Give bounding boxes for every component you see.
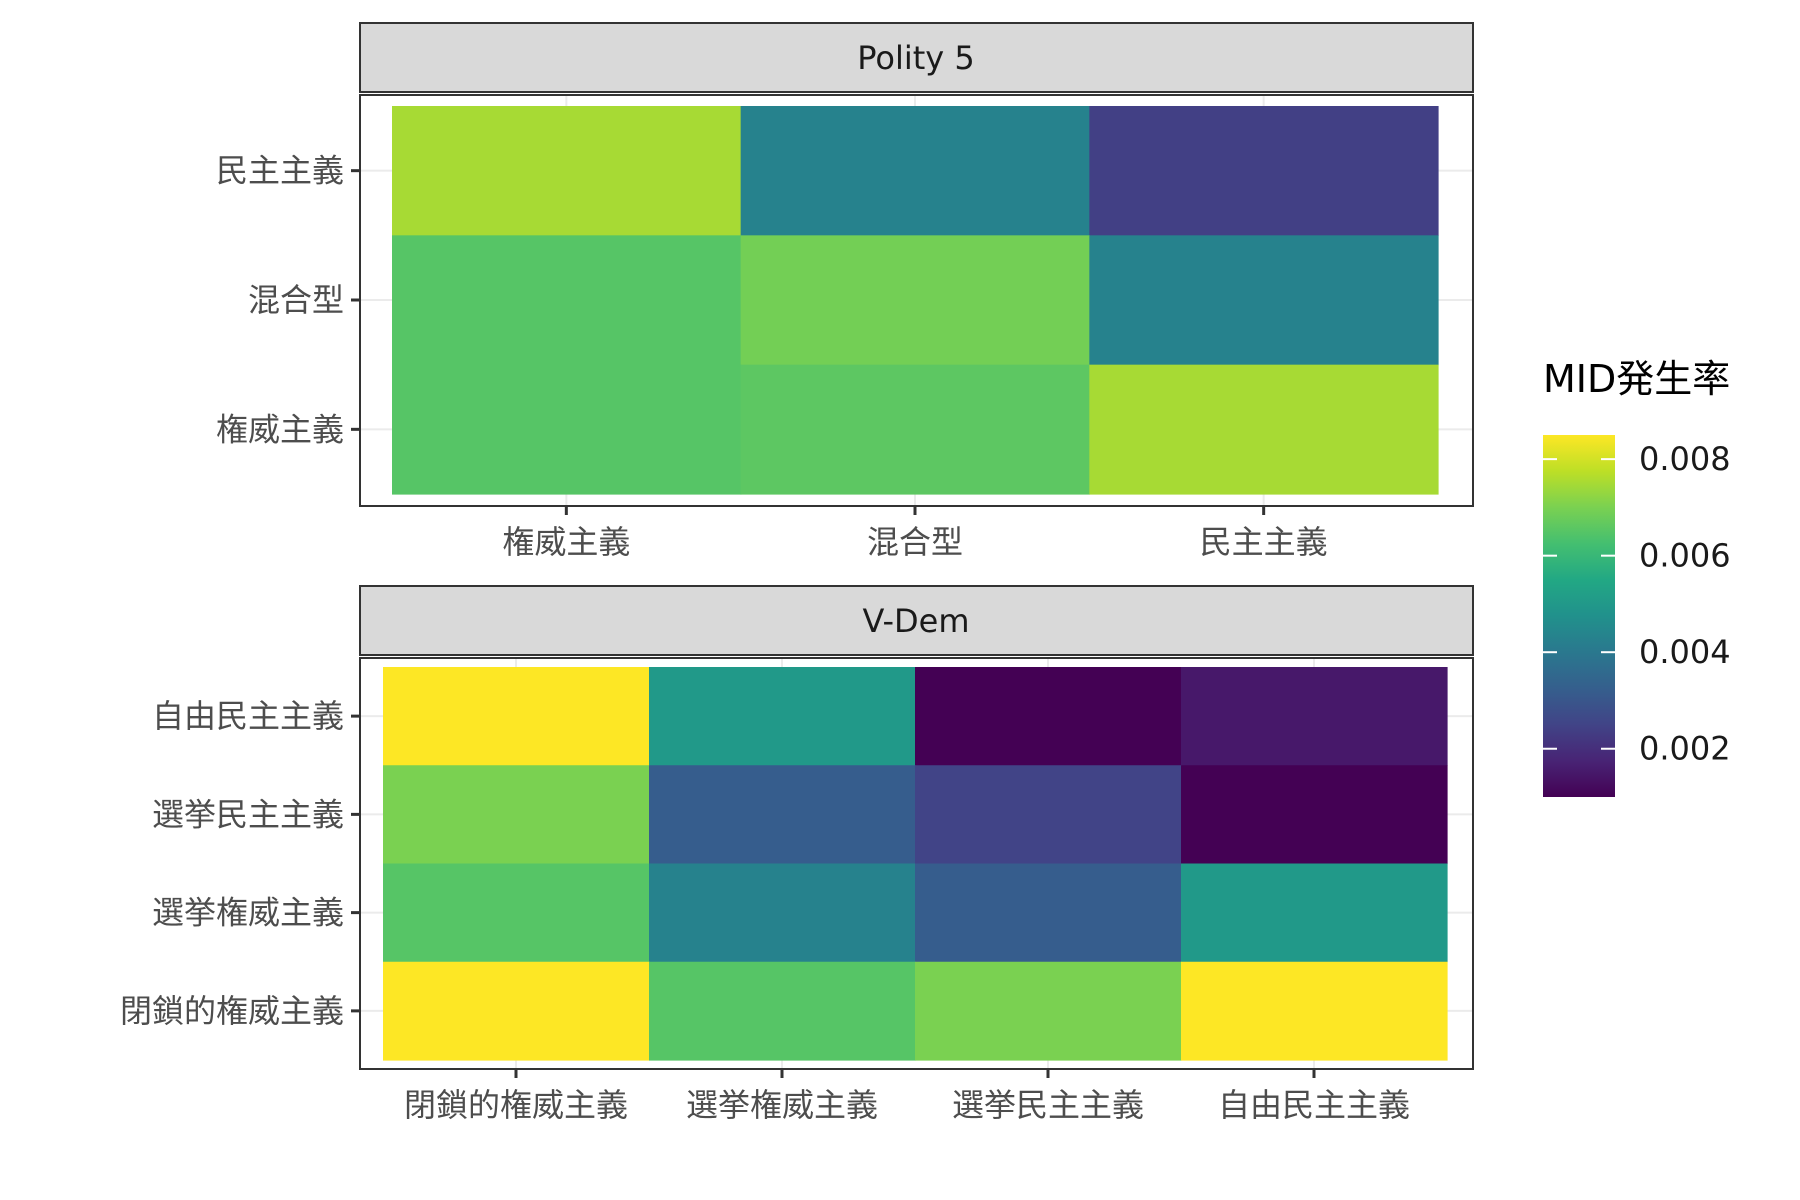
legend-tick-label: 0.004 <box>1639 633 1731 671</box>
heatmap-cell <box>915 863 1182 963</box>
y-tick-label: 選挙権威主義 <box>152 894 344 932</box>
strip-label-vdem: V-Dem <box>862 602 969 640</box>
x-tick-label: 混合型 <box>867 523 963 561</box>
legend-tick-label: 0.002 <box>1639 730 1731 768</box>
x-tick-label: 閉鎖的権威主義 <box>404 1086 628 1124</box>
legend-colorbar <box>1543 435 1615 797</box>
y-tick-label: 閉鎖的権威主義 <box>120 992 344 1030</box>
heatmap-cell <box>649 765 916 865</box>
heatmap-cell <box>1181 863 1448 963</box>
heatmap-cell <box>383 765 650 865</box>
heatmap-cell <box>1181 667 1448 766</box>
x-tick-label: 民主主義 <box>1200 523 1328 561</box>
panel-vdem: V-Dem 自由民主主義選挙民主主義選挙権威主義閉鎖的権威主義 閉鎖的権威主義選… <box>120 585 1474 1124</box>
heatmap-cell <box>740 364 1090 495</box>
y-tick-label: 民主主義 <box>216 152 344 190</box>
legend: MID発生率 0.008 0.006 0.004 0.002 <box>1543 357 1731 797</box>
legend-ticks: 0.008 0.006 0.004 0.002 <box>1543 440 1731 768</box>
strip-polity5 <box>359 22 1474 93</box>
x-tick-label: 自由民主主義 <box>1218 1086 1410 1124</box>
x-tick-label: 権威主義 <box>502 523 630 561</box>
heatmap-cell <box>915 961 1182 1061</box>
heatmap-cell <box>649 863 916 963</box>
heatmap-cell <box>1181 765 1448 865</box>
heatmap-cell <box>392 235 742 366</box>
heatmap-cell <box>383 863 650 963</box>
heatmap-cell <box>740 106 1090 236</box>
heatmap-cell <box>392 106 742 236</box>
panel-border-vdem <box>359 657 1474 1070</box>
heatmap-cell <box>383 961 650 1061</box>
heatmap-cell <box>1089 364 1439 495</box>
y-tick-label: 権威主義 <box>216 410 344 448</box>
strip-vdem <box>359 585 1474 656</box>
legend-tick-label: 0.008 <box>1639 440 1731 478</box>
heatmap-cell <box>383 667 650 766</box>
legend-tick-label: 0.006 <box>1639 537 1731 575</box>
heatmap-cell <box>915 765 1182 865</box>
heatmap-cell <box>740 235 1090 366</box>
cells-polity5 <box>392 106 1439 495</box>
y-tick-label: 自由民主主義 <box>152 697 344 735</box>
x-axis-vdem: 閉鎖的権威主義 選挙権威主義 選挙民主主義 自由民主主義 <box>404 1069 1410 1124</box>
x-tick-label: 選挙民主主義 <box>952 1086 1144 1124</box>
y-tick-label: 選挙民主主義 <box>152 795 344 833</box>
x-axis-polity5: 権威主義 混合型 民主主義 <box>502 506 1328 561</box>
legend-title: MID発生率 <box>1543 357 1730 401</box>
heatmap-cell <box>1089 235 1439 366</box>
cells-vdem <box>383 667 1448 1061</box>
heatmap-cell <box>649 667 916 766</box>
heatmap-cell <box>915 667 1182 766</box>
x-tick-label: 選挙権威主義 <box>686 1086 878 1124</box>
heatmap-cell <box>1181 961 1448 1061</box>
strip-label-polity5: Polity 5 <box>857 39 975 77</box>
y-tick-label: 混合型 <box>248 281 344 319</box>
heatmap-cell <box>649 961 916 1061</box>
heatmap-cell <box>1089 106 1439 236</box>
heatmap-cell <box>392 364 742 495</box>
